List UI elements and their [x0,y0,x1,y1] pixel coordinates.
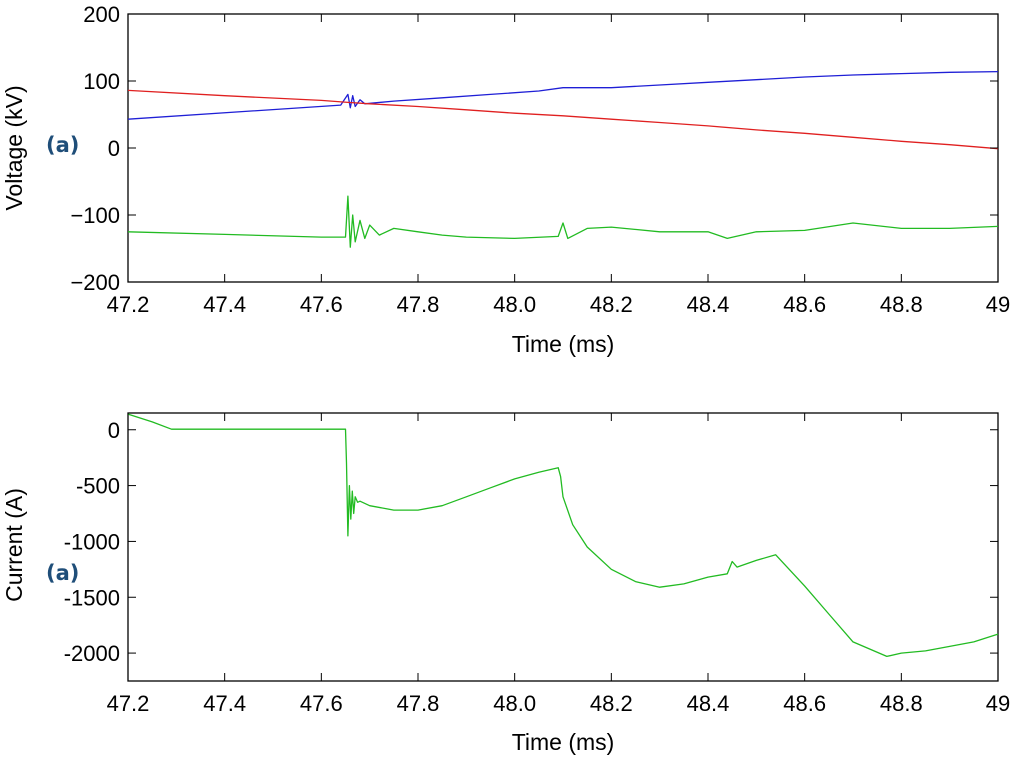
voltage-x-tick-label: 49 [986,292,1010,317]
current-y-axis: 0 -500 -1000 -1500 -2000 [64,418,998,666]
voltage-x-tick-label: 48.2 [590,292,633,317]
voltage-x-tick-label: 48.8 [880,292,923,317]
current-series-group [127,413,999,658]
current-x-tick-label: 49 [986,691,1010,716]
voltage-y-tick-label: 200 [83,2,120,27]
voltage-series-line-3 [127,195,999,248]
voltage-x-tick-label: 47.8 [397,292,440,317]
current-y-axis-label: Current (A) [1,488,27,602]
voltage-x-axis-label: Time (ms) [512,331,615,357]
current-x-tick-label: 48.0 [493,691,536,716]
voltage-y-tick-label: 0 [108,136,120,161]
voltage-series-line-2 [127,89,999,150]
voltage-plot-frame [127,13,999,283]
current-x-tick-label: 47.8 [397,691,440,716]
voltage-x-tick-label: 47.4 [203,292,246,317]
current-y-tick-label: -1500 [64,585,120,610]
current-x-tick-label: 47.6 [300,691,343,716]
current-series-line-1 [127,413,999,658]
voltage-x-tick-label: 47.2 [107,292,150,317]
current-x-tick-label: 48.6 [783,691,826,716]
voltage-y-tick-label: 100 [83,69,120,94]
current-panel-label: (a) [46,561,79,585]
voltage-y-tick-label: −200 [70,270,120,295]
current-panel: 47.2 47.4 47.6 47.8 48.0 48.2 48.4 48.6 48.8 49 0… [1,412,1010,755]
voltage-x-tick-label: 48.0 [493,292,536,317]
voltage-series-group [127,70,999,248]
voltage-x-tick-label: 48.6 [783,292,826,317]
current-x-axis-label: Time (ms) [512,729,615,755]
voltage-y-tick-label: −100 [70,203,120,228]
current-x-tick-label: 48.4 [687,691,730,716]
current-plot-frame [127,412,999,682]
current-x-tick-label: 47.2 [107,691,150,716]
voltage-panel-label: (a) [46,133,79,157]
current-y-tick-label: 0 [108,418,120,443]
voltage-y-axis-label: Voltage (kV) [1,85,27,210]
voltage-series-line-1 [127,70,999,120]
current-y-tick-label: -500 [76,474,120,499]
voltage-x-tick-label: 48.4 [687,292,730,317]
current-y-tick-label: -2000 [64,641,120,666]
voltage-x-axis: 47.2 47.4 47.6 47.8 48.0 48.2 48.4 48.6 48.8 49 [107,14,1010,317]
current-x-tick-label: 47.4 [203,691,246,716]
voltage-y-axis: 200 100 0 −100 −200 [70,2,998,295]
voltage-panel: 47.2 47.4 47.6 47.8 48.0 48.2 48.4 48.6 48.8 49 2… [1,2,1010,357]
current-x-tick-label: 48.8 [880,691,923,716]
current-y-tick-label: -1000 [64,529,120,554]
voltage-x-tick-label: 47.6 [300,292,343,317]
current-x-axis: 47.2 47.4 47.6 47.8 48.0 48.2 48.4 48.6 48.8 49 [107,413,1010,716]
current-x-tick-label: 48.2 [590,691,633,716]
